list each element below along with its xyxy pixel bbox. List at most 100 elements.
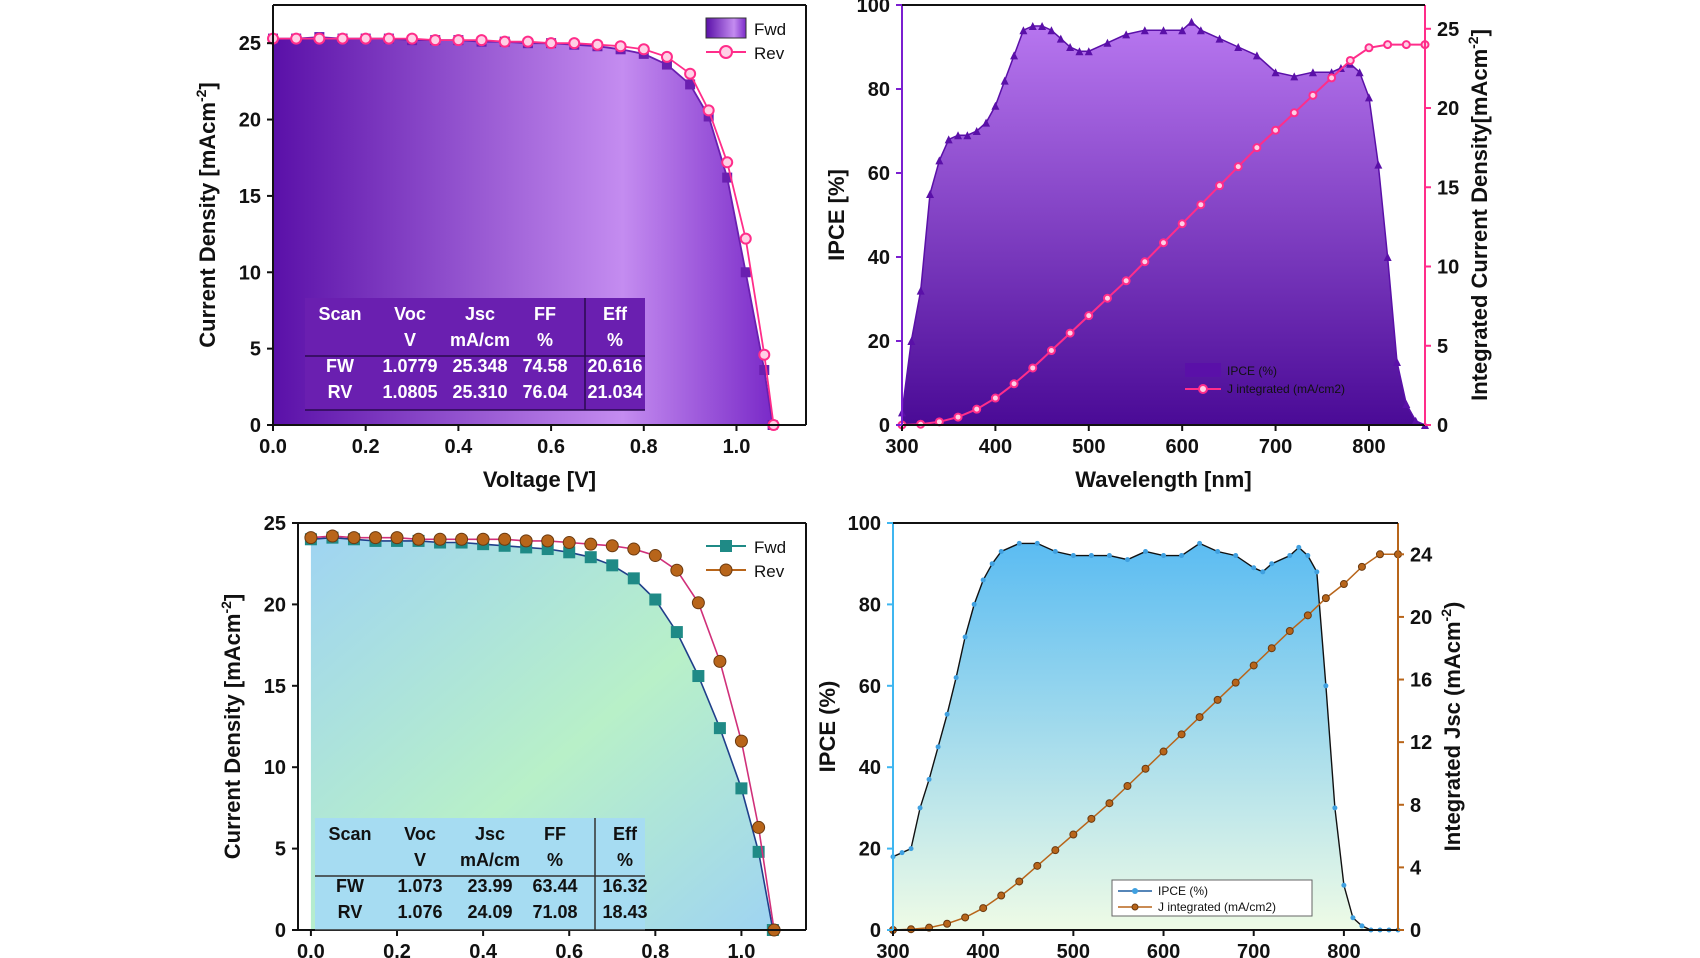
data-point-rev (498, 532, 512, 546)
y-tick-label: 20 (239, 110, 261, 132)
stats-table-cell: Jsc (475, 824, 505, 844)
data-point-jint (1102, 293, 1112, 303)
y2-axis-title: Integrated Current Density[mAcm-2] (1465, 29, 1492, 401)
data-point-jint (1009, 379, 1019, 389)
data-point-ipce (1290, 72, 1299, 81)
y-tick-label: 0 (250, 415, 261, 437)
legend-label-ipce: IPCE (%) (1227, 364, 1277, 378)
data-point-jint (1105, 799, 1114, 808)
data-point-ipce (953, 675, 959, 681)
legend-marker-jint (1198, 384, 1208, 394)
data-point-ipce (916, 286, 925, 295)
data-point-jint (1028, 363, 1038, 373)
data-point-rev (498, 35, 511, 48)
x-tick-label: 400 (979, 436, 1012, 458)
data-point-jint (1233, 162, 1243, 172)
data-point-rev (359, 32, 372, 45)
data-point-fwd (703, 111, 714, 122)
y-tick-label: 20 (868, 331, 890, 353)
x-tick-label: 0.4 (469, 941, 498, 958)
x-tick-label: 1.0 (723, 436, 751, 458)
stats-table-cell: 71.08 (532, 902, 577, 922)
data-point-fwd (627, 572, 640, 585)
y-axis-title: IPCE [%] (824, 169, 849, 261)
data-point-ipce (1000, 76, 1009, 85)
data-point-fwd (584, 551, 597, 564)
data-point-jint (1357, 562, 1366, 571)
y2-tick-label: 15 (1437, 177, 1459, 199)
y2-axis-title: Integrated Jsc (mAcm-2) (1438, 602, 1465, 852)
stats-table-cell: 1.0779 (382, 356, 437, 376)
stats-table-cell: Scan (318, 304, 361, 324)
data-point-ipce (1251, 565, 1257, 571)
data-point-ipce (1034, 540, 1040, 546)
data-point-ipce (1028, 22, 1037, 30)
data-point-ipce (1070, 553, 1076, 559)
y-axis-title: Current Density [mAcm-2] (193, 82, 220, 348)
stats-table-cell: % (537, 330, 553, 350)
data-point-ipce (1234, 43, 1243, 51)
data-point-rev (429, 34, 442, 47)
data-point-ipce (1305, 553, 1311, 559)
data-point-ipce (1392, 358, 1401, 366)
data-point-ipce (1383, 253, 1392, 261)
data-point-rev (734, 734, 748, 748)
data-point-rev (614, 40, 627, 53)
y-tick-label: 0 (870, 920, 881, 942)
y-tick-label: 25 (239, 33, 261, 55)
data-point-rev (390, 531, 404, 545)
ipce-area-fill (902, 21, 1425, 426)
plot-ipce1 (897, 17, 1430, 430)
data-point-jint (1087, 814, 1096, 823)
data-point-ipce (1296, 544, 1302, 550)
data-point-ipce (962, 634, 968, 640)
data-point-jint (1345, 55, 1355, 65)
y2-axis-title-sup: -2 (1438, 609, 1454, 622)
y-axis-title-main: IPCE (%) (815, 681, 840, 773)
stats-table-cell: mA/cm (450, 330, 510, 350)
y2-axis-title-sup: -2 (1465, 36, 1481, 49)
stats-table-cell: FF (534, 304, 556, 324)
stats-table-cell: 24.09 (467, 902, 512, 922)
data-point-jint (1289, 108, 1299, 118)
x-tick-label: 300 (876, 941, 909, 958)
x-tick-label: 500 (1057, 941, 1090, 958)
data-point-jint (1033, 861, 1042, 870)
data-point-ipce (1402, 400, 1411, 408)
data-point-rev (519, 534, 533, 548)
data-point-ipce (1179, 553, 1185, 559)
x-tick-label: 0.0 (297, 941, 325, 958)
data-point-jint (990, 393, 1000, 403)
axes-ipce1: 300 400 500 600 700 800 0 20 40 60 80 100 0 5 10 15 20 25… (824, 0, 1492, 492)
data-point-fwd (563, 546, 576, 559)
y-tick-label: 20 (859, 839, 881, 861)
stats-table-cell: RV (328, 382, 353, 402)
data-point-ipce (1314, 569, 1320, 575)
data-point-jint (1401, 40, 1411, 50)
data-point-fwd (685, 79, 696, 90)
data-point-ipce (935, 156, 944, 165)
y-axis-title-main: IPCE [%] (824, 169, 849, 261)
data-point-jint (961, 913, 970, 922)
x-tick-label: 0.2 (383, 941, 411, 958)
stats-table-cell: 76.04 (522, 382, 567, 402)
axes-jv1: 0.0 0.2 0.4 0.6 0.8 1.0 0 5 10 15 20 25 Voltage [V] C… (193, 4, 807, 492)
x-tick-label: 0.8 (630, 436, 658, 458)
y2-tick-label: 20 (1410, 607, 1432, 629)
stats-table-cell: mA/cm (460, 850, 520, 870)
y-tick-label: 5 (250, 339, 261, 361)
stats-table-cell: FW (336, 876, 364, 896)
x-tick-label: 0.0 (259, 436, 287, 458)
y-tick-label: 100 (857, 0, 890, 17)
data-point-rev (562, 536, 576, 550)
stats-table-cell: 21.034 (587, 382, 642, 402)
stats-table-cell: Voc (404, 824, 436, 844)
data-point-jint (1271, 125, 1281, 135)
legend-marker-rev (719, 563, 733, 577)
data-point-ipce (1103, 38, 1112, 47)
data-point-jint (1327, 73, 1337, 83)
stats-table-bg (305, 298, 645, 410)
legend-label-jint: J integrated (mA/cm2) (1158, 900, 1276, 914)
y-tick-label: 25 (264, 513, 286, 535)
x-tick-label: 500 (1072, 436, 1105, 458)
